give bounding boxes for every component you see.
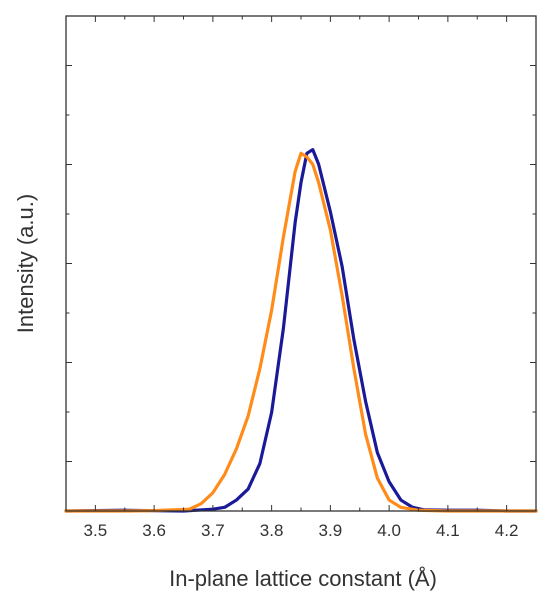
x-tick-label: 3.7 — [201, 521, 225, 540]
x-tick-label: 3.6 — [142, 521, 166, 540]
x-tick-label: 4.1 — [436, 521, 460, 540]
x-tick-label: 3.5 — [84, 521, 108, 540]
x-tick-label: 3.9 — [319, 521, 343, 540]
x-tick-label: 4.0 — [377, 521, 401, 540]
series-line-2 — [64, 151, 538, 513]
x-axis-label: In-plane lattice constant (Å) — [169, 566, 437, 591]
y-axis-label: Intensity (a.u.) — [13, 194, 38, 333]
series-line-1 — [64, 148, 538, 513]
x-tick-label: 4.2 — [495, 521, 519, 540]
plot-frame — [65, 15, 537, 512]
x-tick-label: 3.8 — [260, 521, 284, 540]
